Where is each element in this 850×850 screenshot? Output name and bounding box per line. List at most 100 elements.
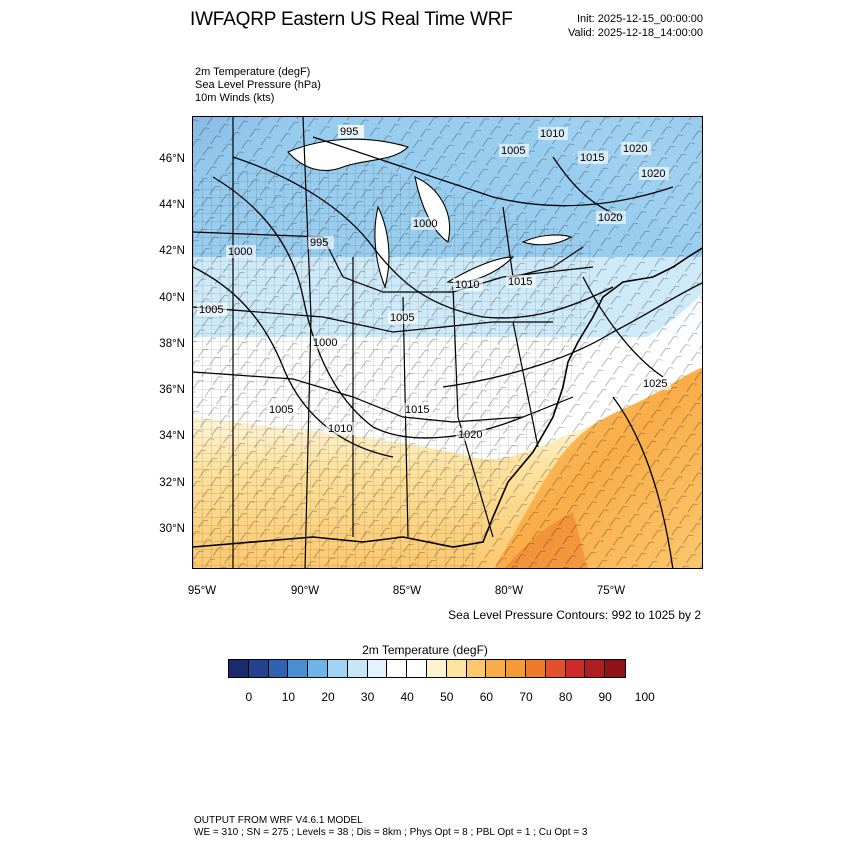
isobar [312,136,674,207]
svg-text:1015: 1015 [405,404,429,416]
svg-text:1010: 1010 [328,423,352,435]
colorbar-swatch [367,660,388,677]
colorbar-swatch [466,660,487,677]
slp-label: 1020 [456,428,486,441]
slp-label: 1010 [453,278,483,291]
svg-text:995: 995 [310,237,328,249]
model-config: WE = 310 ; SN = 275 ; Levels = 38 ; Dis … [194,827,588,838]
lon-label: 75°W [596,585,626,597]
lake-superior [287,138,410,171]
colorbar-swatch [327,660,348,677]
lat-label: 46°N [159,153,185,165]
slp-label: 1020 [639,167,669,180]
slp-label: 995 [308,236,334,249]
colorbar-swatch [545,660,566,677]
colorbar-label: 80 [558,690,573,704]
svg-text:1005: 1005 [269,404,293,416]
colorbar-swatch [288,660,309,677]
lat-label: 38°N [159,338,185,350]
isobar [193,266,394,458]
slp-label: 1015 [578,151,608,164]
colorbar-label: 0 [245,690,253,704]
slp-label: 1005 [499,144,529,157]
colorbar-swatch [347,660,368,677]
colorbar-label: 70 [519,690,533,704]
slp-label: 1005 [388,311,418,324]
colorbar-swatch [525,660,546,677]
lat-label: 32°N [159,477,185,489]
lake-ontario [521,234,573,246]
coastline [193,247,702,548]
svg-text:1020: 1020 [598,212,622,224]
colorbar-swatch [229,660,249,677]
lon-label: 90°W [290,585,320,597]
svg-text:1010: 1010 [540,128,564,140]
colorbar-label: 10 [281,690,296,704]
slp-label: 995 [338,125,364,138]
slp-label: 1010 [326,422,356,435]
colorbar-label: 30 [360,690,375,704]
colorbar-swatch [585,660,606,677]
lat-label: 36°N [159,384,185,396]
slp-label: 1005 [197,303,227,316]
isobar [442,282,702,388]
svg-text:1005: 1005 [390,312,414,324]
svg-text:1005: 1005 [199,304,223,316]
slp-label: 1020 [621,142,651,155]
model-info: OUTPUT FROM WRF V4.6.1 MODEL [194,815,363,826]
lat-label: 30°N [159,523,185,535]
svg-text:995: 995 [340,126,358,138]
contour-note: Sea Level Pressure Contours: 992 to 1025… [448,608,701,622]
lat-label: 44°N [159,199,185,211]
slp-label: 1015 [403,403,433,416]
slp-label: 1025 [641,377,671,390]
svg-text:1020: 1020 [641,168,665,180]
slp-label: 1015 [506,275,536,288]
slp-label: 1010 [538,127,568,140]
colorbar-swatch [426,660,447,677]
colorbar-label: 40 [400,690,414,704]
state-boundaries [193,117,594,568]
colorbar-swatch [407,660,427,677]
colorbar-swatch [565,660,586,677]
isobar [232,156,614,319]
valid-time: Valid: 2025-12-18_14:00:00 [568,27,703,39]
lat-label: 42°N [159,245,185,257]
colorbar-swatch [308,660,328,677]
colorbar-swatch [506,660,526,677]
slp-label: 1000 [226,245,256,258]
slp-labels: 995 1010 1005 1015 1020 1020 1000 995 10… [197,125,671,441]
colorbar-label: 90 [598,690,612,704]
lake-michigan [374,205,390,289]
svg-text:1005: 1005 [501,145,525,157]
isobar [582,276,664,378]
svg-text:1000: 1000 [313,337,337,349]
svg-text:1025: 1025 [643,378,667,390]
colorbar-swatch [486,660,507,677]
colorbar-label: 60 [479,690,494,704]
weather-map: 995 1010 1005 1015 1020 1020 1000 995 10… [192,116,703,569]
colorbar-swatch [387,660,408,677]
plot-title: IWFAQRP Eastern US Real Time WRF [190,9,513,30]
init-time: Init: 2025-12-15_00:00:00 [577,13,703,25]
lon-label: 80°W [494,585,524,597]
variable-temperature: 2m Temperature (degF) [195,66,311,78]
colorbar-swatch [248,660,269,677]
colorbar [228,659,626,678]
lat-label: 40°N [159,292,185,304]
svg-text:1000: 1000 [228,246,252,258]
lat-label: 34°N [159,430,185,442]
variable-pressure: Sea Level Pressure (hPa) [195,79,321,91]
lon-label: 95°W [187,585,217,597]
svg-text:1010: 1010 [455,279,479,291]
svg-text:1020: 1020 [458,429,482,441]
wind-barbs [193,117,702,568]
svg-text:1015: 1015 [580,152,604,164]
svg-text:1000: 1000 [413,218,437,230]
colorbar-swatch [605,660,625,677]
colorbar-label: 20 [321,690,335,704]
colorbar-title: 2m Temperature (degF) [362,643,488,657]
colorbar-label: 100 [634,690,655,704]
slp-label: 1020 [596,211,626,224]
isobar [612,396,674,568]
